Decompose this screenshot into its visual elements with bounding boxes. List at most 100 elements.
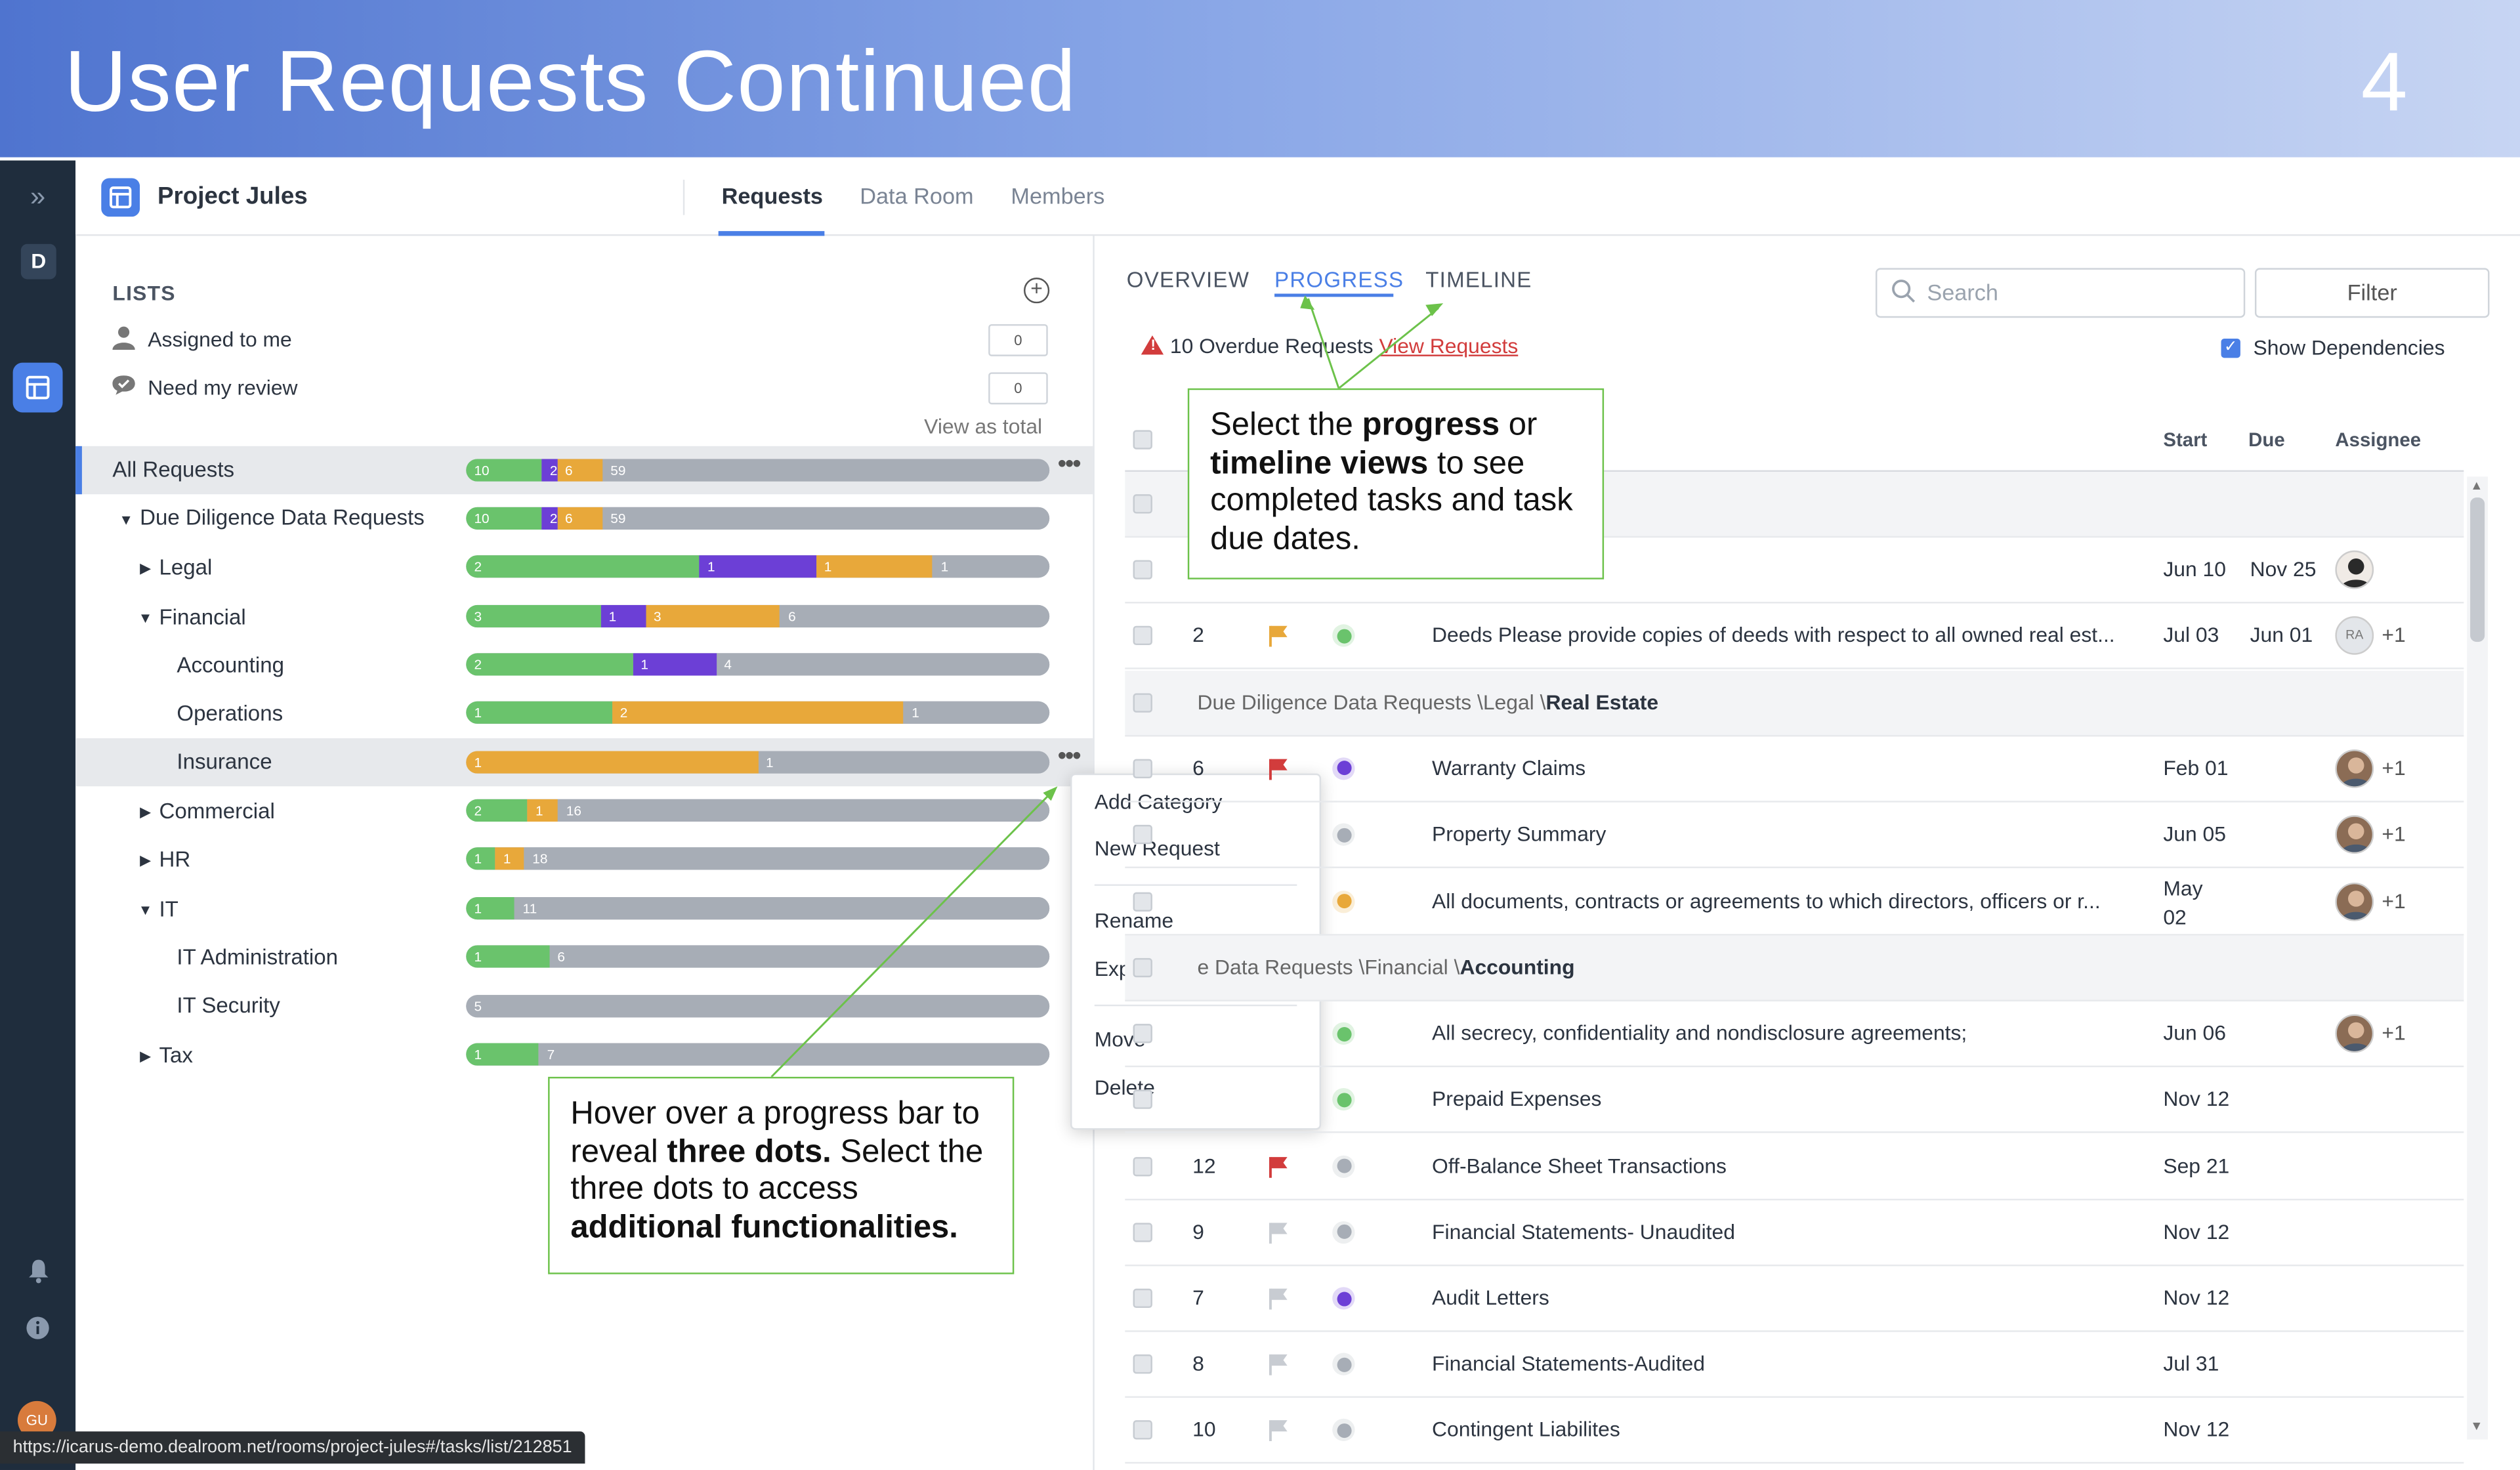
assignee-avatar[interactable] — [2335, 1014, 2374, 1053]
row-checkbox[interactable] — [1133, 1090, 1152, 1110]
priority-flag-icon[interactable] — [1268, 1353, 1289, 1376]
row-checkbox[interactable] — [1133, 824, 1152, 845]
table-row[interactable] — [1125, 869, 2464, 935]
row-checkbox[interactable] — [1133, 891, 1152, 911]
row-checkbox[interactable] — [1133, 1156, 1152, 1176]
row-checkbox[interactable] — [1133, 1288, 1152, 1309]
request-title[interactable]: Warranty Claims — [1432, 755, 1586, 780]
add-list-icon[interactable]: + — [1024, 278, 1050, 304]
bell-icon[interactable] — [0, 1258, 75, 1290]
request-title[interactable]: Financial Statements-Audited — [1432, 1351, 1705, 1376]
scrollbar-thumb[interactable] — [2470, 497, 2485, 642]
caret-right-icon[interactable]: ▶ — [140, 560, 152, 576]
caret-right-icon[interactable]: ▶ — [140, 852, 152, 868]
caret-right-icon[interactable]: ▶ — [140, 1047, 152, 1064]
tree-item-operations[interactable]: Operations — [177, 701, 284, 726]
group-row[interactable] — [1125, 935, 2464, 1001]
column-due[interactable]: Due — [2248, 428, 2285, 452]
table-row[interactable] — [1125, 736, 2464, 803]
group-row[interactable] — [1125, 670, 2464, 736]
tab-progress[interactable]: PROGRESS — [1274, 268, 1404, 293]
tree-item-all-requests[interactable]: All Requests — [112, 457, 235, 482]
tree-item-commercial[interactable]: Commercial — [159, 799, 275, 824]
tab-data-room[interactable]: Data Room — [860, 182, 974, 209]
three-dots-icon[interactable]: ••• — [1057, 451, 1081, 478]
expand-chevrons-icon[interactable]: » — [30, 181, 46, 212]
assignee-avatar[interactable] — [2335, 551, 2374, 589]
priority-flag-icon[interactable] — [1268, 1221, 1289, 1244]
request-title[interactable]: Deeds Please provide copies of deeds wit… — [1432, 623, 2115, 648]
tree-item-it-security[interactable]: IT Security — [177, 993, 280, 1018]
project-name[interactable]: Project Jules — [158, 182, 308, 211]
assignee-avatar[interactable] — [2335, 881, 2374, 921]
row-checkbox[interactable] — [1133, 626, 1152, 646]
row-checkbox[interactable] — [1133, 1024, 1152, 1043]
tree-item-it[interactable]: IT — [159, 896, 178, 921]
table-row[interactable] — [1125, 1134, 2464, 1200]
table-row[interactable] — [1125, 1266, 2464, 1332]
row-checkbox[interactable] — [1133, 560, 1152, 580]
tab-members[interactable]: Members — [1011, 182, 1105, 209]
tree-item-insurance[interactable]: Insurance — [177, 749, 272, 774]
table-row[interactable] — [1125, 1001, 2464, 1068]
table-row[interactable] — [1125, 803, 2464, 868]
extra-assignees[interactable]: +1 — [2382, 623, 2406, 648]
priority-flag-icon[interactable] — [1268, 1287, 1289, 1310]
table-row[interactable] — [1125, 1068, 2464, 1134]
assignee-avatar[interactable] — [2335, 815, 2374, 854]
select-all-checkbox[interactable] — [1133, 430, 1152, 450]
request-title[interactable]: Audit Letters — [1432, 1285, 1549, 1310]
show-dependencies-checkbox[interactable]: ✓ — [2221, 338, 2240, 358]
scroll-up-icon[interactable]: ▲ — [2470, 478, 2483, 493]
scroll-down-icon[interactable]: ▼ — [2470, 1418, 2483, 1433]
tab-timeline[interactable]: TIMELINE — [1425, 268, 1532, 293]
table-row[interactable] — [1125, 604, 2464, 670]
tree-item-legal[interactable]: Legal — [159, 555, 213, 579]
request-title[interactable]: Property Summary — [1432, 822, 1606, 846]
row-checkbox[interactable] — [1133, 1222, 1152, 1242]
menu-new-request[interactable]: New Request — [1094, 836, 1220, 860]
view-as-total-toggle[interactable]: View as total — [924, 413, 1043, 438]
priority-flag-icon[interactable] — [1268, 1155, 1289, 1177]
row-checkbox[interactable] — [1133, 494, 1152, 514]
table-row[interactable] — [1125, 1200, 2464, 1266]
row-checkbox[interactable] — [1133, 692, 1152, 712]
progress-bar[interactable]: 1 11 — [466, 896, 1050, 920]
column-assignee[interactable]: Assignee — [2335, 428, 2422, 452]
assigned-to-me-link[interactable]: Assigned to me — [148, 327, 292, 352]
progress-bar[interactable]: 10 2 6 59 — [466, 459, 1050, 482]
extra-assignees[interactable]: +1 — [2382, 822, 2406, 846]
caret-right-icon[interactable]: ▶ — [140, 804, 152, 820]
row-checkbox[interactable] — [1133, 759, 1152, 778]
row-checkbox[interactable] — [1133, 1421, 1152, 1440]
tree-item-hr[interactable]: HR — [159, 847, 191, 872]
priority-flag-icon[interactable] — [1268, 1419, 1289, 1442]
tab-overview[interactable]: OVERVIEW — [1126, 268, 1250, 293]
extra-assignees[interactable]: +1 — [2382, 1020, 2406, 1045]
progress-bar[interactable]: 10 2 6 59 — [466, 507, 1050, 530]
tree-item-tax[interactable]: Tax — [159, 1043, 193, 1068]
request-title[interactable]: All secrecy, confidentiality and nondisc… — [1432, 1020, 1967, 1045]
row-checkbox[interactable] — [1133, 1354, 1152, 1374]
extra-assignees[interactable]: +1 — [2382, 888, 2406, 913]
assignee-avatar[interactable]: RA — [2335, 616, 2374, 656]
table-row[interactable] — [1125, 1332, 2464, 1398]
table-row[interactable] — [1125, 1398, 2464, 1465]
table-row[interactable] — [1125, 538, 2464, 604]
progress-bar[interactable]: 1 1 18 — [466, 847, 1050, 870]
need-my-review-link[interactable]: Need my review — [148, 375, 298, 400]
filter-button[interactable]: Filter — [2254, 268, 2490, 318]
three-dots-icon[interactable]: ••• — [1057, 743, 1081, 770]
search-input[interactable] — [1875, 268, 2246, 318]
caret-down-icon[interactable]: ▼ — [119, 512, 134, 528]
tree-item-due-diligence[interactable]: Due Diligence Data Requests — [140, 505, 425, 530]
tab-requests[interactable]: Requests — [721, 182, 823, 209]
rail-requests-icon[interactable] — [12, 362, 63, 413]
menu-rename[interactable]: Rename — [1094, 908, 1174, 933]
